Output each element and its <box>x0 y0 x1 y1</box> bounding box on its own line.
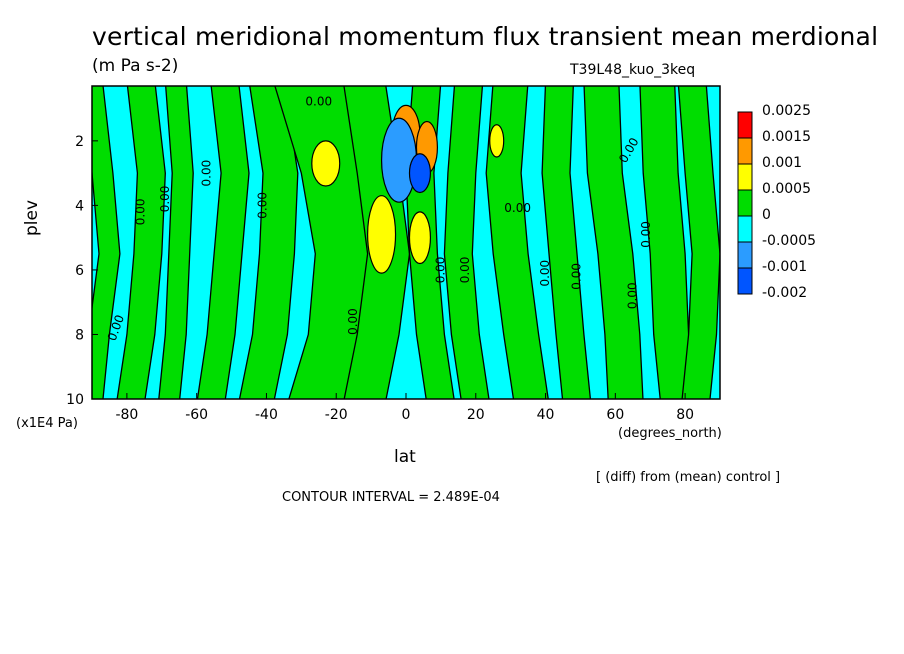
contour-label-2: 0.00 <box>158 186 172 213</box>
green-band-13 <box>639 86 696 399</box>
difference-note: [ (diff) from (mean) control ] <box>596 470 781 485</box>
run-name: T39L48_kuo_3keq <box>570 62 696 78</box>
contour-label-1: 0.00 <box>133 198 147 225</box>
neg-min-1 <box>380 117 418 203</box>
tick-layer: -80 -60 -40 -20 0 20 40 60 80 2 4 6 8 10 <box>66 134 694 423</box>
x-tick-label: 40 <box>537 407 555 423</box>
contour-label-14: 0.00 <box>305 95 332 109</box>
colorbar-label: -0.002 <box>762 285 808 301</box>
y-tick-label: 4 <box>75 198 84 214</box>
chart-title: vertical meridional momentum flux transi… <box>92 22 879 51</box>
green-band-4 <box>196 86 250 399</box>
colorbar-swatch <box>737 137 753 165</box>
colorbar-swatch <box>737 241 753 269</box>
x-tick-label: -80 <box>115 407 138 423</box>
chart-units: (m Pa s-2) <box>92 56 179 76</box>
x-tick-label: 20 <box>467 407 485 423</box>
colorbar <box>737 111 753 295</box>
y-axis-units: (x1E4 Pa) <box>16 416 78 431</box>
contour-label-12: 0.00 <box>625 282 639 309</box>
pos-max-6 <box>489 124 505 158</box>
green-band-9 <box>443 86 490 399</box>
contour-label-8: 0.00 <box>458 257 472 284</box>
contour-label-5: 0.00 <box>346 308 360 335</box>
field-layer <box>92 86 720 399</box>
colorbar-swatch <box>737 215 753 243</box>
colorbar-label: 0 <box>762 207 771 223</box>
contour-label-10: 0.00 <box>569 263 583 290</box>
colorbar-swatch <box>737 189 753 217</box>
colorbar-label: -0.0005 <box>762 233 817 249</box>
green-band-10 <box>485 86 549 399</box>
colorbar-swatch <box>737 111 753 139</box>
x-tick-label: -20 <box>325 407 348 423</box>
green-band-14 <box>677 86 720 399</box>
contour-label-7: 0.00 <box>433 257 447 284</box>
x-axis-label: lat <box>394 447 416 467</box>
green-band-3 <box>158 86 194 399</box>
y-tick-label: 2 <box>75 134 84 150</box>
contour-label-11: 0.00 <box>639 221 653 248</box>
green-band-1 <box>92 86 121 399</box>
y-axis-label: plev <box>22 199 42 236</box>
colorbar-label: 0.001 <box>762 155 803 171</box>
pos-max-4 <box>408 211 432 265</box>
contour-label-15: 0.00 <box>504 201 531 215</box>
contour-label-6: 0.00 <box>200 160 214 187</box>
green-band-11 <box>541 86 592 399</box>
colorbar-label: 0.0025 <box>762 103 811 119</box>
x-tick-label: 0 <box>402 407 411 423</box>
x-tick-label: -40 <box>255 407 278 423</box>
y-tick-label: 8 <box>75 327 84 343</box>
colorbar-label: 0.0015 <box>762 129 811 145</box>
pos-max-3 <box>367 195 397 274</box>
neg-min-2 <box>408 153 432 194</box>
green-band-12 <box>583 86 644 399</box>
green-band-2 <box>116 86 166 399</box>
x-axis-units: (degrees_north) <box>618 426 722 441</box>
colorbar-label: -0.001 <box>762 259 808 275</box>
contour-label-4: 0.00 <box>255 192 269 219</box>
x-tick-label: 60 <box>606 407 624 423</box>
contour-label-layer: 0.00 0.00 0.00 0.00 0.00 0.00 0.00 0.00 0.00 0.00… <box>105 95 653 343</box>
colorbar-swatch <box>737 163 753 191</box>
y-tick-label: 10 <box>66 392 84 408</box>
contour-label-9: 0.00 <box>538 260 552 287</box>
colorbar-swatch <box>737 267 753 295</box>
y-tick-label: 6 <box>75 263 84 279</box>
contour-interval: CONTOUR INTERVAL = 2.489E-04 <box>282 490 500 505</box>
colorbar-label: 0.0005 <box>762 181 811 197</box>
pos-max-5 <box>311 140 341 187</box>
x-tick-label: -60 <box>185 407 208 423</box>
x-tick-label: 80 <box>676 407 694 423</box>
